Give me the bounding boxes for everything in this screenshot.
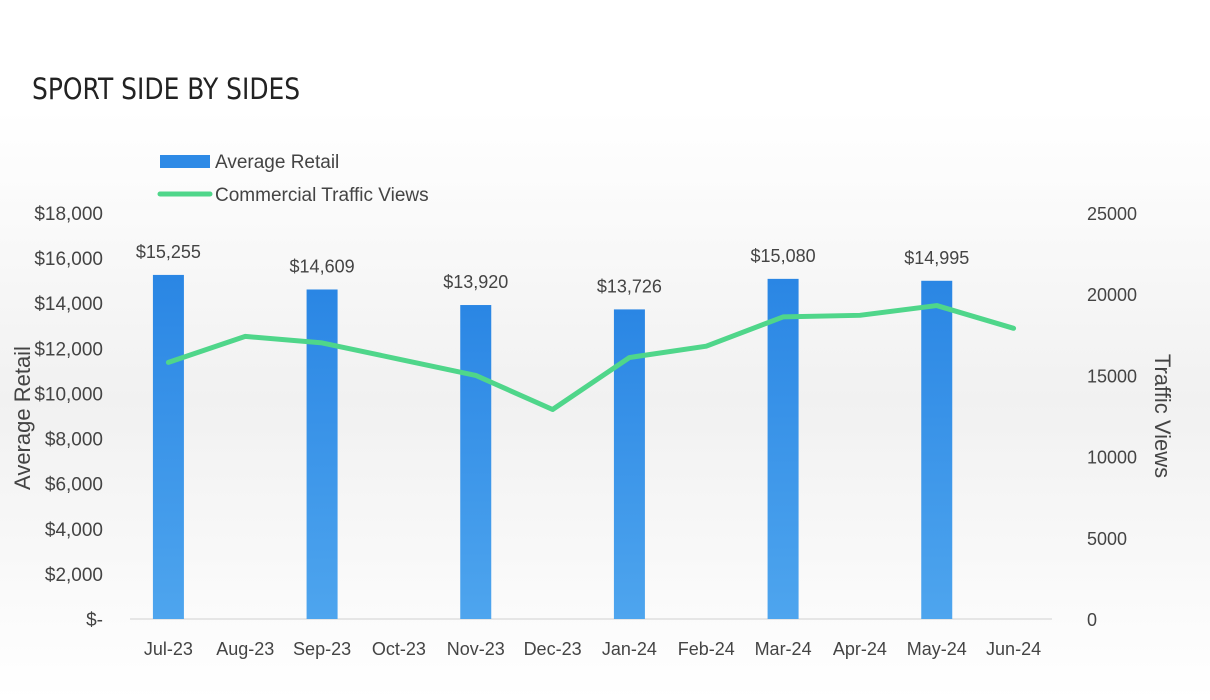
x-tick-label: May-24 (907, 639, 967, 659)
legend-swatch-bar (160, 155, 210, 168)
y-tick-label: $2,000 (45, 565, 103, 586)
bar-data-label: $14,609 (290, 256, 355, 276)
x-tick-label: Oct-23 (372, 639, 426, 659)
x-tick-label: Jul-23 (144, 639, 193, 659)
page-title: SPORT SIDE BY SIDES (32, 72, 301, 106)
y-axis-left: $- $2,000 $4,000 $6,000 $8,000 $10,000 $12,000… (34, 204, 103, 631)
line-series (165, 303, 1017, 413)
y2-tick-label: 15000 (1087, 366, 1137, 386)
bar-data-label: $15,255 (136, 242, 201, 262)
bar-series (152, 274, 953, 619)
bar-Nov-23 (460, 305, 492, 619)
x-tick-label: Jan-24 (602, 639, 657, 659)
y2-tick-label: 20000 (1087, 285, 1137, 305)
bar-data-label: $13,920 (443, 272, 508, 292)
x-axis: Jul-23 Aug-23 Sep-23 Oct-23 Nov-23 Dec-23 Jan-… (144, 639, 1041, 659)
line-commercial-traffic-views (165, 303, 1017, 413)
legend-label-traffic-views: Commercial Traffic Views (215, 185, 429, 206)
bar-May-24 (921, 280, 953, 619)
y-tick-label: $14,000 (34, 294, 103, 315)
y-tick-label: $18,000 (34, 204, 103, 225)
legend-label-average-retail: Average Retail (215, 152, 339, 173)
y2-tick-label: 25000 (1087, 204, 1137, 224)
bar-data-label: $14,995 (904, 248, 969, 268)
y-axis-title: Average Retail (10, 346, 35, 490)
x-tick-label: Feb-24 (678, 639, 735, 659)
x-tick-label: Dec-23 (524, 639, 582, 659)
bar-Jan-24 (613, 309, 645, 619)
bar-data-label: $15,080 (751, 246, 816, 266)
y2-tick-label: 10000 (1087, 448, 1137, 468)
bar-data-labels: $15,255 $14,609 $13,920 $13,726 $15,080 $14,9… (136, 242, 969, 296)
x-tick-label: Aug-23 (216, 639, 274, 659)
x-tick-label: Apr-24 (833, 639, 887, 659)
y-tick-label: $10,000 (34, 384, 103, 405)
x-tick-label: Sep-23 (293, 639, 351, 659)
x-tick-label: Jun-24 (986, 639, 1041, 659)
y-tick-label: $6,000 (45, 475, 103, 496)
y-tick-label: $4,000 (45, 520, 103, 541)
y-tick-label: $12,000 (34, 339, 103, 360)
y-axis-right: 0 5000 10000 15000 20000 25000 (1087, 204, 1137, 630)
bar-Mar-24 (767, 278, 799, 619)
y-tick-label: $8,000 (45, 430, 103, 451)
bar-Sep-23 (306, 289, 338, 619)
bar-Jul-23 (152, 274, 184, 619)
y2-tick-label: 0 (1087, 610, 1097, 630)
x-tick-label: Mar-24 (755, 639, 812, 659)
chart-legend: Average Retail Commercial Traffic Views (157, 152, 429, 206)
y2-axis-title: Traffic Views (1150, 354, 1175, 478)
y-tick-label: $16,000 (34, 249, 103, 270)
bar-data-label: $13,726 (597, 276, 662, 296)
y2-tick-label: 5000 (1087, 529, 1127, 549)
x-tick-label: Nov-23 (447, 639, 505, 659)
y-tick-label: $- (86, 610, 103, 631)
